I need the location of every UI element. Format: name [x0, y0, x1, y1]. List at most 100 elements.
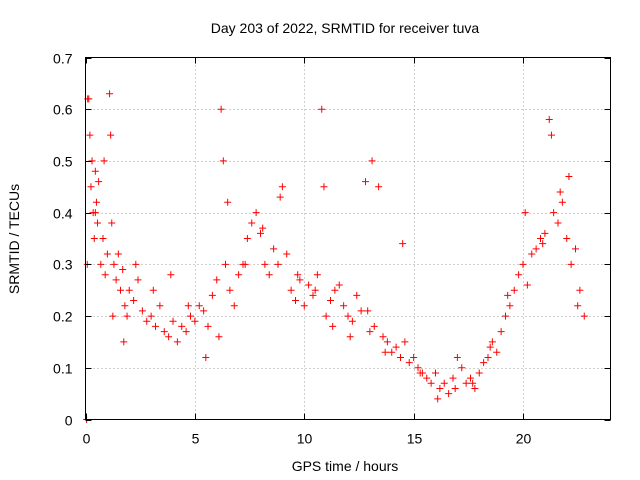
data-point — [204, 322, 212, 330]
data-point — [388, 348, 396, 356]
data-point — [532, 245, 540, 253]
data-point — [537, 235, 544, 242]
data-point — [410, 353, 418, 361]
data-point — [182, 328, 190, 336]
data-point — [270, 245, 278, 253]
data-point — [313, 271, 321, 279]
data-point — [541, 229, 549, 237]
data-point — [550, 209, 558, 217]
data-point — [184, 302, 192, 310]
y-tick-label: 0 — [65, 413, 73, 429]
data-point — [453, 353, 461, 361]
data-point — [440, 379, 448, 387]
data-point — [138, 307, 146, 315]
data-point — [502, 312, 509, 320]
data-point — [445, 390, 453, 398]
data-point — [565, 172, 573, 180]
x-tick-label: 5 — [192, 431, 200, 447]
data-point — [545, 116, 553, 124]
data-point — [558, 198, 566, 206]
y-tick-label: 0.3 — [53, 257, 73, 273]
data-point — [202, 353, 210, 361]
data-point — [480, 359, 488, 367]
data-point — [95, 178, 103, 186]
data-point — [572, 245, 579, 253]
data-point — [87, 183, 95, 191]
data-point — [261, 260, 269, 268]
data-point — [340, 302, 348, 310]
data-point — [187, 312, 194, 320]
data-point — [97, 260, 105, 268]
data-point — [327, 297, 334, 305]
data-point — [278, 183, 286, 191]
data-point — [296, 276, 304, 284]
data-point — [224, 198, 232, 206]
data-point — [368, 157, 376, 165]
data-point — [94, 219, 102, 227]
data-point — [567, 260, 575, 268]
data-point — [504, 291, 512, 299]
data-point — [99, 235, 107, 242]
data-point — [506, 302, 514, 310]
data-point — [475, 369, 483, 377]
data-point — [213, 276, 221, 284]
data-point — [149, 286, 157, 294]
data-point — [318, 105, 326, 113]
data-point — [305, 281, 313, 289]
data-point — [217, 105, 225, 113]
data-point — [519, 260, 527, 268]
y-tick-label: 0.4 — [53, 206, 73, 222]
data-point — [401, 338, 409, 346]
data-point — [484, 353, 492, 361]
data-point — [215, 333, 223, 341]
data-point — [574, 302, 582, 310]
data-point — [243, 235, 251, 242]
x-tick-label: 15 — [407, 431, 423, 447]
data-point — [230, 302, 238, 310]
data-point — [226, 286, 234, 294]
chart-title: Day 203 of 2022, SRMTID for receiver tuv… — [211, 20, 480, 36]
data-point — [173, 338, 181, 346]
data-point — [497, 328, 505, 336]
data-point — [405, 359, 413, 367]
data-point — [121, 302, 129, 310]
data-point — [165, 333, 173, 341]
data-point — [309, 291, 317, 299]
grid-lines — [85, 57, 611, 420]
data-point — [178, 322, 186, 330]
data-point — [320, 183, 328, 191]
data-point — [458, 364, 466, 372]
data-point — [287, 286, 295, 294]
data-point — [117, 286, 124, 294]
data-point — [381, 348, 389, 356]
x-axis-label: GPS time / hours — [292, 458, 399, 474]
y-tick-label: 0.1 — [53, 361, 73, 377]
data-point — [112, 276, 120, 284]
data-point — [147, 312, 155, 320]
data-point — [414, 364, 422, 372]
data-point — [191, 317, 199, 325]
data-point — [563, 235, 571, 242]
data-point — [123, 312, 131, 320]
data-point — [160, 328, 168, 336]
data-point — [85, 95, 93, 103]
data-point — [276, 193, 284, 201]
data-point — [90, 235, 98, 242]
data-point — [346, 333, 354, 341]
data-point — [114, 250, 122, 258]
data-point — [486, 343, 494, 351]
data-point — [322, 312, 330, 320]
data-point — [397, 353, 404, 361]
data-point — [134, 276, 142, 284]
data-points — [83, 90, 588, 423]
data-point — [119, 266, 127, 274]
data-point — [423, 374, 431, 382]
data-point — [294, 271, 302, 279]
data-point — [427, 379, 435, 387]
y-axis-label: SRMTID / TECUs — [6, 184, 22, 294]
data-point — [383, 338, 391, 346]
data-point — [143, 317, 151, 325]
y-tick-label: 0.7 — [53, 51, 73, 67]
data-point — [108, 219, 116, 227]
